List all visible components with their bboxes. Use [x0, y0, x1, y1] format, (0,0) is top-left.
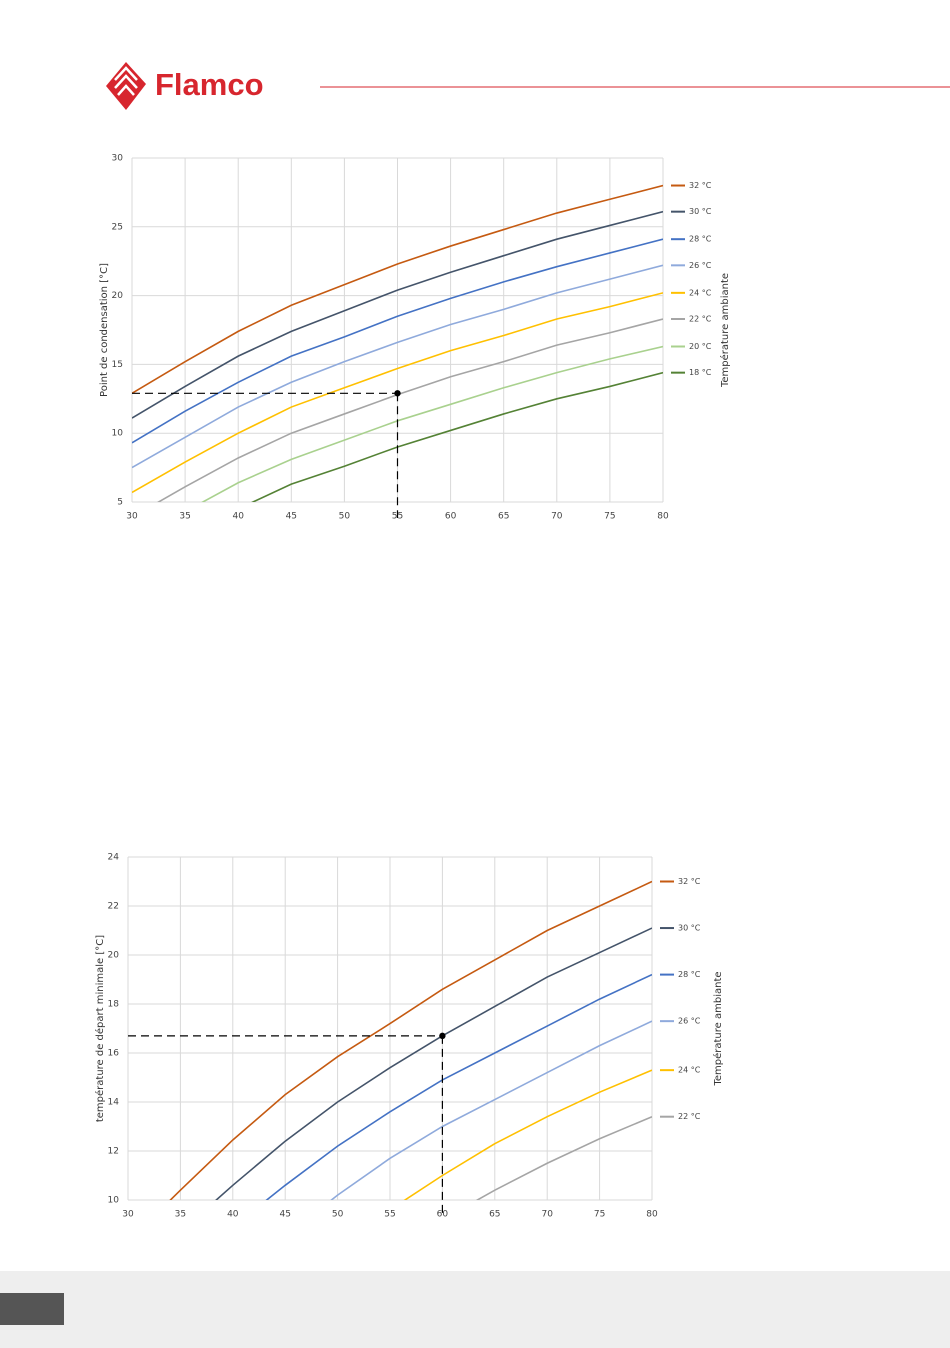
series-line	[132, 264, 663, 469]
logo-text: Flamco	[155, 67, 264, 102]
x-tick-label: 75	[594, 1210, 605, 1220]
logo-icon	[106, 62, 146, 110]
reference-point	[394, 390, 401, 397]
legend-label: 32 °C	[689, 181, 712, 190]
legend-label: 26 °C	[689, 261, 712, 270]
legend-label: 28 °C	[678, 970, 701, 979]
x-tick-label: 75	[604, 512, 615, 522]
legend-label: 30 °C	[689, 207, 712, 216]
legend-label: 20 °C	[689, 342, 712, 351]
legend-label: 28 °C	[689, 235, 712, 244]
series-line	[403, 1069, 652, 1200]
x-tick-label: 65	[489, 1210, 500, 1220]
series-line	[132, 210, 663, 419]
legend-label: 32 °C	[678, 877, 701, 886]
x-tick-label: 60	[445, 512, 457, 522]
y-tick-label: 20	[108, 951, 120, 961]
series-line	[169, 880, 652, 1200]
y-tick-label: 12	[108, 1147, 119, 1157]
legend-label: 24 °C	[678, 1066, 701, 1075]
y-tick-label: 22	[108, 902, 119, 912]
x-tick-label: 55	[384, 1210, 395, 1220]
x-tick-label: 35	[175, 1210, 186, 1220]
x-tick-label: 45	[279, 1210, 290, 1220]
y-tick-label: 24	[108, 853, 120, 863]
legend-label: 30 °C	[678, 924, 701, 933]
series-line	[475, 1115, 652, 1200]
legend-title: Température ambiante	[719, 273, 731, 388]
series-line	[330, 1020, 652, 1200]
legend-label: 22 °C	[689, 314, 712, 323]
legend-title: Température ambiante	[712, 971, 724, 1086]
y-tick-label: 14	[108, 1098, 120, 1108]
reference-point	[439, 1032, 446, 1040]
legend-label: 18 °C	[689, 368, 712, 377]
x-tick-label: 40	[232, 512, 244, 522]
y-tick-label: 10	[108, 1196, 120, 1206]
series-line	[132, 238, 663, 444]
x-tick-label: 60	[437, 1210, 449, 1220]
series-line	[215, 927, 652, 1200]
page-number-box	[0, 1293, 64, 1325]
legend-label: 26 °C	[678, 1017, 701, 1026]
series-line	[132, 184, 663, 394]
x-tick-label: 80	[657, 512, 669, 522]
legend-label: 22 °C	[678, 1112, 701, 1121]
x-tick-label: 70	[541, 1210, 553, 1220]
y-tick-label: 18	[108, 1000, 120, 1010]
y-axis-title: température de départ minimale [°C]	[94, 935, 106, 1122]
y-tick-label: 10	[112, 429, 124, 439]
x-tick-label: 45	[286, 512, 297, 522]
x-tick-label: 30	[126, 512, 138, 522]
y-tick-label: 25	[112, 222, 123, 232]
plot-lines	[169, 880, 652, 1200]
x-tick-label: 50	[339, 512, 351, 522]
series-line	[132, 292, 663, 494]
x-tick-label: 65	[498, 512, 509, 522]
y-tick-label: 30	[112, 154, 124, 164]
y-axis-title: Point de condensation [°C]	[99, 263, 110, 397]
footer	[0, 1271, 950, 1348]
y-tick-label: 16	[108, 1049, 120, 1059]
x-tick-label: 40	[227, 1210, 239, 1220]
x-tick-label: 50	[332, 1210, 344, 1220]
x-tick-label: 35	[179, 512, 190, 522]
y-tick-label: 20	[112, 291, 124, 301]
x-tick-label: 80	[646, 1210, 658, 1220]
y-tick-label: 15	[112, 360, 123, 370]
x-tick-label: 70	[551, 512, 563, 522]
legend-label: 24 °C	[689, 288, 712, 297]
y-tick-label: 5	[117, 498, 123, 508]
x-tick-label: 30	[122, 1210, 134, 1220]
